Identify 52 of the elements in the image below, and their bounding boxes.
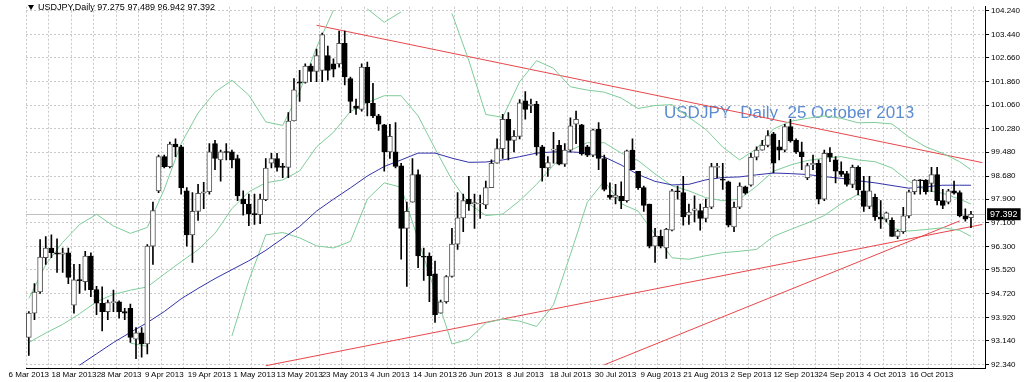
y-tick-label: 98.680 xyxy=(991,171,1017,181)
candlestick xyxy=(466,175,472,211)
candlestick xyxy=(240,190,247,216)
annotation: USDJPY,Daily 97.275 97.489 96.942 97.392 xyxy=(38,2,215,12)
y-tick-label: 94.720 xyxy=(991,288,1017,298)
y-tick-label: 100.280 xyxy=(991,123,1021,133)
x-tick-label: 12 Sep 2013 xyxy=(773,370,820,380)
y-tick-label: 102.660 xyxy=(991,52,1021,62)
x-tick-label: 23 May 2013 xyxy=(321,370,369,380)
candlestick xyxy=(59,247,66,273)
candlestick xyxy=(99,286,105,332)
x-tick-label: 16 Oct 2013 xyxy=(909,370,954,380)
x-tick-label: 14 Jun 2013 xyxy=(413,370,458,380)
candlestick xyxy=(573,110,579,144)
x-tick-label: 30 Jul 2013 xyxy=(594,370,637,380)
candlestick xyxy=(917,179,924,195)
x-tick-label: 8 Jul 2013 xyxy=(506,370,545,380)
candlestick xyxy=(607,182,613,200)
ref-line-label: 97.392 xyxy=(990,208,1018,219)
y-tick-label: 101.060 xyxy=(991,100,1021,110)
x-tick-label: 28 Mar 2013 xyxy=(96,370,143,380)
x-tick-label: 21 Aug 2013 xyxy=(683,370,729,380)
y-tick-label: 95.520 xyxy=(991,265,1017,275)
y-tick-label: 93.140 xyxy=(991,335,1017,345)
candlestick xyxy=(200,181,207,210)
y-tick-label: 97.900 xyxy=(991,194,1017,204)
x-tick-label: 1 May 2013 xyxy=(233,370,276,380)
candlestick xyxy=(838,161,845,177)
x-tick-label: 24 Sep 2013 xyxy=(818,370,865,380)
x-tick-label: 9 Aug 2013 xyxy=(640,370,682,380)
y-tick-label: 96.300 xyxy=(991,241,1017,251)
candlestick xyxy=(54,238,60,273)
y-tick-label: 92.340 xyxy=(991,359,1017,369)
candlestick xyxy=(719,162,726,190)
x-tick-label: 19 Apr 2013 xyxy=(187,370,232,380)
x-tick-label: 18 Mar 2013 xyxy=(51,370,97,380)
y-tick-label: 103.440 xyxy=(991,29,1021,39)
x-tick-label: 4 Jun 2013 xyxy=(370,370,411,380)
x-tick-label: 4 Oct 2013 xyxy=(866,370,907,380)
candlestick xyxy=(618,181,625,210)
y-tick-label: 99.480 xyxy=(991,147,1017,157)
y-tick-label: 104.240 xyxy=(991,5,1021,15)
x-tick-label: 18 Jul 2013 xyxy=(549,370,592,380)
x-tick-label: 26 Jun 2013 xyxy=(458,370,503,380)
y-tick-label: 93.920 xyxy=(991,312,1017,322)
x-tick-label: 2 Sep 2013 xyxy=(730,370,772,380)
candlestick xyxy=(353,98,359,115)
y-tick-label: 97.100 xyxy=(991,218,1017,228)
y-tick-label: 101.860 xyxy=(991,76,1021,86)
x-tick-label: 9 Apr 2013 xyxy=(144,370,185,380)
candlestick xyxy=(798,141,805,171)
x-tick-label: 6 Mar 2013 xyxy=(8,370,50,380)
